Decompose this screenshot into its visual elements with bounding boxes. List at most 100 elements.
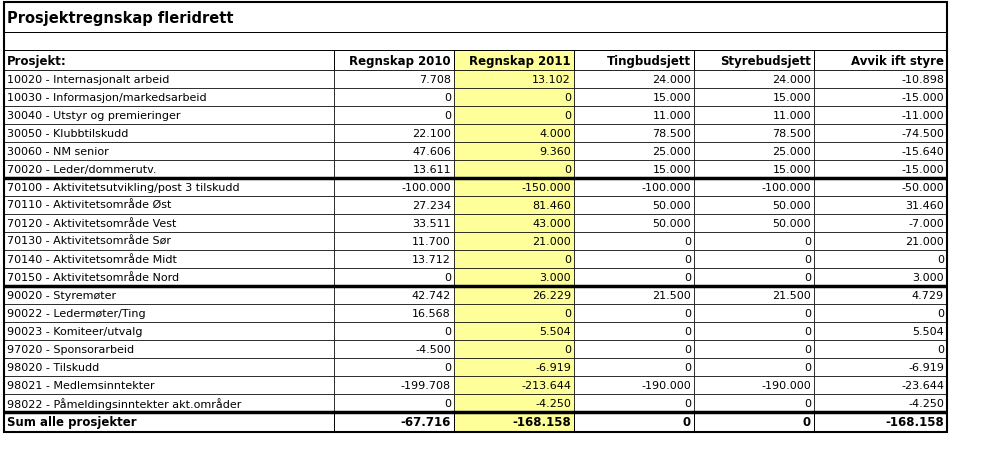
Bar (574, 412, 694, 432)
Bar (814, 269, 947, 287)
Text: 11.000: 11.000 (653, 111, 691, 121)
Text: 0: 0 (684, 237, 691, 246)
Text: 30040 - Utstyr og premieringer: 30040 - Utstyr og premieringer (7, 111, 181, 121)
Text: 27.234: 27.234 (412, 200, 451, 211)
Bar (334, 287, 454, 304)
Bar (454, 287, 574, 304)
Bar (4, 3, 947, 33)
Text: 0: 0 (804, 272, 811, 282)
Text: -4.250: -4.250 (908, 398, 944, 408)
Text: Styrebudsjett: Styrebudsjett (721, 54, 811, 67)
Bar (574, 214, 694, 232)
Bar (4, 287, 334, 304)
Bar (574, 376, 694, 394)
Text: Sum alle prosjekter: Sum alle prosjekter (7, 416, 137, 429)
Text: -11.000: -11.000 (901, 111, 944, 121)
Text: 0: 0 (684, 272, 691, 282)
Text: 13.102: 13.102 (532, 75, 571, 85)
Text: Regnskap 2010: Regnskap 2010 (349, 54, 451, 67)
Bar (574, 232, 694, 250)
Text: 11.000: 11.000 (773, 111, 811, 121)
Bar (574, 179, 694, 197)
Bar (4, 214, 334, 232)
Bar (334, 71, 454, 89)
Text: 42.742: 42.742 (412, 290, 451, 300)
Text: 50.000: 50.000 (653, 200, 691, 211)
Text: 98021 - Medlemsinntekter: 98021 - Medlemsinntekter (7, 380, 154, 390)
Text: 0: 0 (684, 362, 691, 372)
Text: -100.000: -100.000 (641, 182, 691, 193)
Text: 50.000: 50.000 (773, 200, 811, 211)
Text: 50.000: 50.000 (653, 219, 691, 229)
Bar (334, 250, 454, 269)
Text: -4.500: -4.500 (415, 344, 451, 354)
Bar (454, 340, 574, 358)
Bar (334, 322, 454, 340)
Text: 5.504: 5.504 (912, 326, 944, 336)
Bar (574, 89, 694, 107)
Bar (814, 107, 947, 125)
Bar (694, 340, 814, 358)
Bar (814, 143, 947, 161)
Bar (694, 89, 814, 107)
Bar (4, 250, 334, 269)
Text: 0: 0 (444, 272, 451, 282)
Bar (4, 340, 334, 358)
Text: -10.898: -10.898 (901, 75, 944, 85)
Text: -67.716: -67.716 (401, 416, 451, 429)
Bar (4, 394, 334, 412)
Text: 0: 0 (683, 416, 691, 429)
Text: 90022 - Ledermøter/Ting: 90022 - Ledermøter/Ting (7, 308, 145, 319)
Bar (694, 51, 814, 71)
Bar (334, 394, 454, 412)
Text: 13.712: 13.712 (412, 255, 451, 264)
Text: 90023 - Komiteer/utvalg: 90023 - Komiteer/utvalg (7, 326, 143, 336)
Text: 0: 0 (444, 93, 451, 103)
Text: -168.158: -168.158 (512, 416, 571, 429)
Bar (574, 287, 694, 304)
Text: 0: 0 (684, 255, 691, 264)
Text: 24.000: 24.000 (772, 75, 811, 85)
Text: 0: 0 (444, 362, 451, 372)
Bar (454, 232, 574, 250)
Text: 78.500: 78.500 (652, 129, 691, 139)
Text: 0: 0 (804, 344, 811, 354)
Bar (334, 214, 454, 232)
Bar (694, 304, 814, 322)
Bar (814, 232, 947, 250)
Text: 10030 - Informasjon/markedsarbeid: 10030 - Informasjon/markedsarbeid (7, 93, 206, 103)
Text: 0: 0 (564, 255, 571, 264)
Bar (574, 304, 694, 322)
Bar (814, 304, 947, 322)
Text: 11.700: 11.700 (412, 237, 451, 246)
Text: 0: 0 (684, 308, 691, 319)
Text: 3.000: 3.000 (912, 272, 944, 282)
Bar (454, 143, 574, 161)
Bar (4, 33, 947, 51)
Bar (694, 376, 814, 394)
Bar (334, 143, 454, 161)
Text: 9.360: 9.360 (540, 147, 571, 156)
Text: 0: 0 (804, 308, 811, 319)
Bar (454, 197, 574, 214)
Bar (4, 125, 334, 143)
Bar (574, 51, 694, 71)
Bar (694, 197, 814, 214)
Text: 98022 - Påmeldingsinntekter akt.områder: 98022 - Påmeldingsinntekter akt.områder (7, 397, 242, 409)
Text: 70130 - Aktivitetsområde Sør: 70130 - Aktivitetsområde Sør (7, 237, 171, 247)
Bar (694, 179, 814, 197)
Bar (454, 269, 574, 287)
Bar (694, 107, 814, 125)
Bar (574, 322, 694, 340)
Bar (694, 143, 814, 161)
Bar (814, 322, 947, 340)
Text: 30060 - NM senior: 30060 - NM senior (7, 147, 109, 156)
Bar (4, 269, 334, 287)
Text: 98020 - Tilskudd: 98020 - Tilskudd (7, 362, 99, 372)
Bar (814, 358, 947, 376)
Text: 0: 0 (804, 398, 811, 408)
Text: 21.000: 21.000 (532, 237, 571, 246)
Bar (694, 161, 814, 179)
Text: -213.644: -213.644 (521, 380, 571, 390)
Bar (4, 322, 334, 340)
